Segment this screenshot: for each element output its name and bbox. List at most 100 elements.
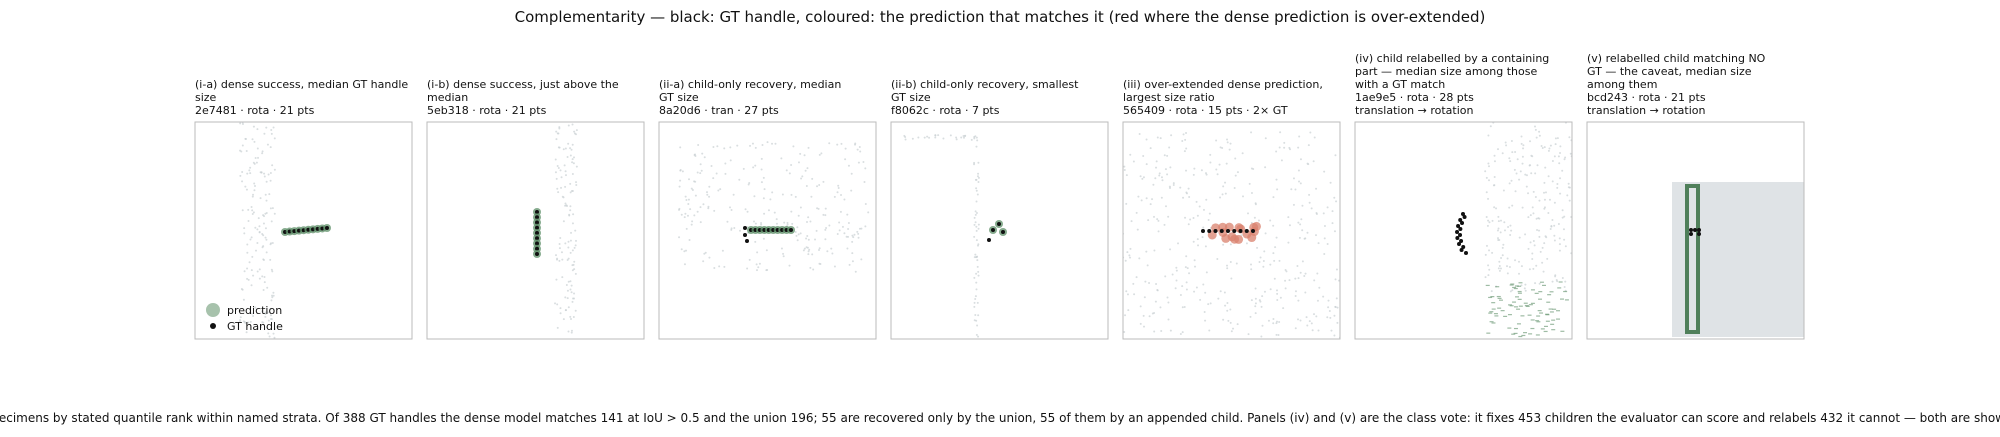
- point-cloud: [242, 298, 245, 301]
- point-cloud: [555, 130, 558, 133]
- point-cloud: [241, 209, 244, 212]
- point-cloud: [974, 314, 977, 317]
- point-cloud: [867, 211, 870, 214]
- point-cloud: [251, 212, 254, 215]
- point-cloud: [708, 185, 711, 188]
- point-cloud: [680, 248, 683, 251]
- point-cloud: [1245, 242, 1248, 245]
- point-cloud: [1156, 289, 1159, 292]
- point-cloud: [1513, 168, 1516, 171]
- point-cloud: [852, 236, 855, 239]
- point-cloud: [1128, 254, 1131, 257]
- point-cloud: [573, 260, 576, 263]
- point-cloud: [1493, 175, 1496, 178]
- point-cloud: [241, 170, 244, 173]
- point-cloud: [1501, 246, 1504, 249]
- point-cloud: [1226, 309, 1229, 312]
- point-cloud: [1221, 146, 1224, 149]
- point-cloud: [774, 142, 777, 145]
- point-cloud: [960, 136, 963, 139]
- point-cloud: [271, 270, 274, 273]
- point-cloud: [843, 232, 846, 235]
- point-cloud: [721, 249, 724, 252]
- point-cloud: [247, 220, 250, 223]
- point-cloud: [1179, 293, 1182, 296]
- point-cloud: [1192, 216, 1195, 219]
- point-cloud: [267, 332, 270, 335]
- point-cloud: [1524, 173, 1527, 176]
- point-cloud: [261, 310, 264, 313]
- point-cloud: [684, 212, 687, 215]
- point-cloud: [1272, 196, 1275, 199]
- point-cloud: [683, 263, 686, 266]
- point-cloud: [1209, 153, 1212, 156]
- point-cloud: [1139, 322, 1142, 325]
- panel-title: largest size ratio: [1123, 91, 1215, 104]
- point-cloud: [975, 288, 978, 291]
- point-cloud: [1297, 221, 1300, 224]
- point-cloud: [1549, 144, 1552, 147]
- point-cloud: [1137, 195, 1140, 198]
- point-cloud: [763, 212, 766, 215]
- point-cloud: [975, 319, 978, 322]
- point-cloud: [1167, 301, 1170, 304]
- point-cloud: [261, 321, 264, 324]
- point-cloud: [1518, 272, 1521, 275]
- point-cloud: [248, 169, 251, 172]
- panel-frame: [1586, 121, 1805, 340]
- point-cloud: [265, 180, 268, 183]
- point-cloud: [1297, 169, 1300, 172]
- point-cloud: [1254, 312, 1257, 315]
- point-cloud: [847, 228, 850, 231]
- point-cloud: [554, 302, 557, 305]
- point-cloud: [262, 222, 265, 225]
- point-cloud: [1157, 230, 1160, 233]
- point-cloud: [570, 231, 573, 234]
- point-cloud: [1161, 179, 1164, 182]
- point-cloud: [1189, 218, 1192, 221]
- point-cloud: [860, 258, 863, 261]
- point-cloud: [1300, 218, 1303, 221]
- gt-point: [1244, 229, 1249, 233]
- point-cloud: [1185, 255, 1188, 258]
- point-cloud: [1294, 188, 1297, 191]
- panel-frame: [1354, 121, 1573, 340]
- point-cloud: [560, 251, 563, 254]
- point-cloud: [1307, 144, 1310, 147]
- point-cloud: [977, 223, 980, 226]
- point-cloud: [1228, 148, 1231, 151]
- point-cloud: [977, 270, 980, 273]
- point-cloud: [569, 205, 572, 208]
- point-cloud: [1269, 288, 1272, 291]
- point-cloud: [271, 241, 274, 244]
- point-cloud: [1275, 178, 1278, 181]
- point-cloud: [1520, 135, 1523, 138]
- point-cloud: [1182, 133, 1185, 136]
- point-cloud: [854, 143, 857, 146]
- point-cloud: [1168, 146, 1171, 149]
- point-cloud: [1234, 157, 1237, 160]
- point-cloud: [1297, 277, 1300, 280]
- point-cloud: [1275, 320, 1278, 323]
- point-cloud: [253, 140, 256, 143]
- prediction-point: [1211, 223, 1221, 233]
- point-cloud: [575, 239, 578, 242]
- point-cloud: [1167, 318, 1170, 321]
- point-cloud: [771, 142, 774, 145]
- point-cloud: [857, 161, 860, 164]
- point-cloud: [1126, 293, 1129, 296]
- point-cloud: [239, 122, 242, 125]
- point-cloud: [786, 221, 789, 224]
- point-cloud: [1326, 206, 1329, 209]
- point-cloud: [685, 198, 688, 201]
- point-cloud: [1236, 171, 1239, 174]
- point-cloud: [699, 163, 702, 166]
- point-cloud: [1135, 211, 1138, 214]
- panel-title: (ii-a) child-only recovery, median: [659, 78, 841, 91]
- point-cloud: [858, 146, 861, 149]
- point-cloud: [574, 229, 577, 232]
- point-cloud: [1535, 264, 1538, 267]
- point-cloud: [973, 276, 976, 279]
- point-cloud: [564, 309, 567, 312]
- point-cloud: [1567, 186, 1570, 189]
